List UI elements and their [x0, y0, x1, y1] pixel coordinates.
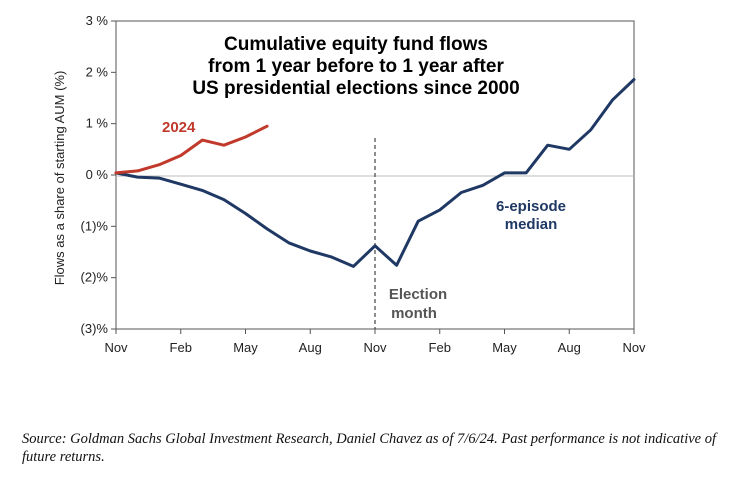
y-tick-label: (1)%	[81, 218, 109, 233]
y-tick-label: 1 %	[86, 116, 109, 131]
y-tick-label: (2)%	[81, 270, 109, 285]
y-tick-label: (3)%	[81, 321, 109, 336]
x-tick-label: Nov	[622, 340, 646, 355]
annotation-election-line-1: Election	[389, 286, 447, 303]
source-note: Source: Goldman Sachs Global Investment …	[22, 431, 717, 465]
chart: 3 %2 %1 %0 %(1)%(2)%(3)% Nov Feb May Aug Nov…	[52, 13, 646, 355]
x-tick-label: May	[492, 340, 517, 355]
x-tick-label: Nov	[363, 340, 387, 355]
y-axis-ticks: 3 % 2 % 1 % 0 % (1)% (2)% (3)%	[81, 13, 116, 336]
y-tick-label: 2 %	[86, 64, 109, 79]
series-layer	[114, 78, 636, 268]
x-tick-label: Aug	[299, 340, 322, 355]
chart-title-line-1: Cumulative equity fund flows	[224, 34, 488, 55]
chart-title: Cumulative equity fund flows from 1 year…	[192, 34, 519, 99]
x-tick-label: Feb	[170, 340, 192, 355]
chart-title-line-3: US presidential elections since 2000	[192, 78, 519, 99]
series-line-2024	[114, 124, 269, 175]
annotation-median-line-1: 6-episode	[496, 198, 566, 215]
annotation-2024: 2024	[162, 119, 196, 136]
x-tick-label: Aug	[558, 340, 581, 355]
x-axis-ticks: Nov Feb May Aug Nov Feb May Aug Nov	[104, 329, 646, 355]
y-tick-label: 0 %	[86, 167, 109, 182]
y-axis-label: Flows as a share of starting AUM (%)	[52, 71, 67, 286]
annotation-median-line-2: median	[505, 216, 558, 233]
x-tick-label: Feb	[429, 340, 451, 355]
x-tick-label: May	[233, 340, 258, 355]
annotation-election-line-2: month	[391, 305, 437, 322]
y-tick-label: 3 %	[86, 13, 109, 28]
x-tick-label: Nov	[104, 340, 128, 355]
chart-title-line-2: from 1 year before to 1 year after	[208, 56, 504, 77]
series-line-6-episode-median	[114, 78, 636, 268]
